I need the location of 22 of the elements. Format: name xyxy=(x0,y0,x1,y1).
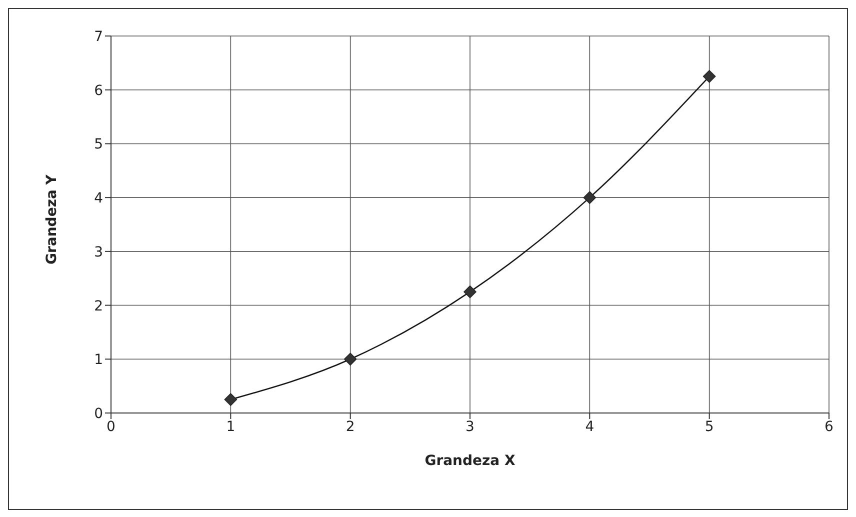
y-tick-label: 4 xyxy=(94,190,104,207)
y-tick-label: 2 xyxy=(94,298,103,314)
y-tick-label: 5 xyxy=(94,136,103,153)
y-tick-label: 7 xyxy=(94,28,103,45)
x-tick-label: 4 xyxy=(585,418,594,435)
x-axis-title: Grandeza X xyxy=(424,453,516,469)
y-tick-label: 1 xyxy=(94,352,103,368)
y-tick-label: 3 xyxy=(94,244,103,260)
y-axis-title: Grandeza Y xyxy=(44,174,60,264)
point xyxy=(702,70,716,83)
x-tick-label: 1 xyxy=(226,418,236,435)
point xyxy=(464,285,476,298)
point xyxy=(224,393,238,406)
x-tick-label: 2 xyxy=(346,418,355,435)
x-tick-label: 0 xyxy=(106,418,116,435)
point xyxy=(583,191,596,204)
x-tick-label: 6 xyxy=(824,418,834,435)
y-tick-label: 0 xyxy=(94,406,103,422)
x-tick-label: 5 xyxy=(704,418,714,435)
point xyxy=(344,352,357,366)
x-tick-label: 3 xyxy=(466,418,474,435)
y-tick-label: 6 xyxy=(94,82,104,99)
